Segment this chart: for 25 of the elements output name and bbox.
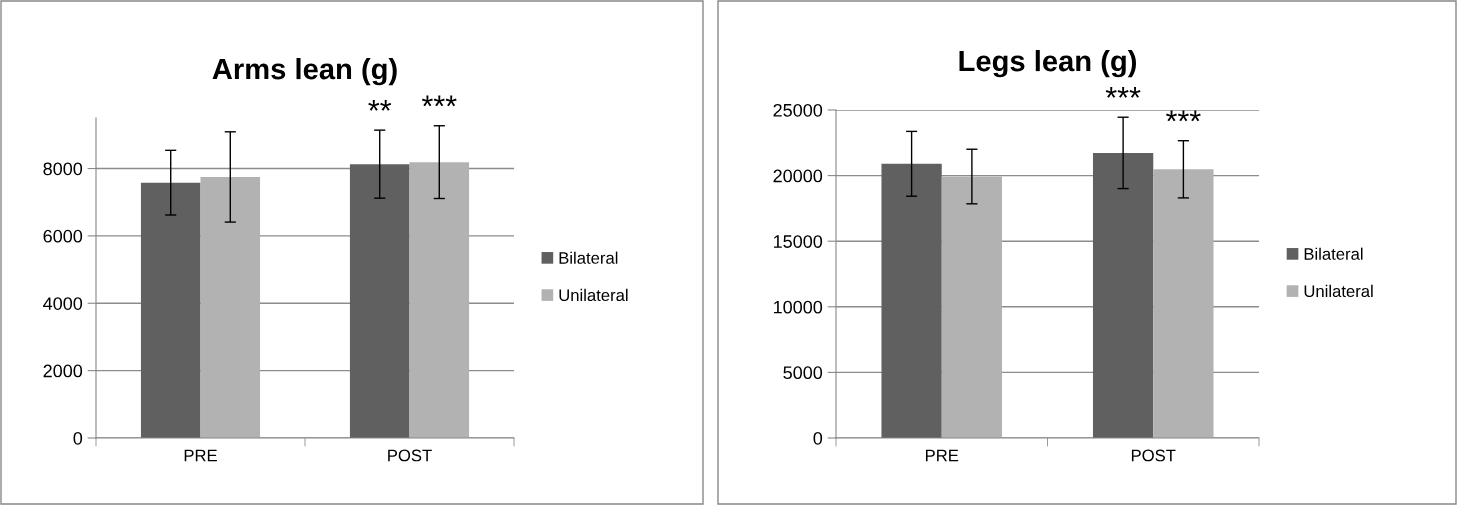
annotation: *** bbox=[1166, 110, 1201, 122]
text: *** bbox=[421, 95, 457, 107]
chart-title: Legs lean (g) bbox=[959, 49, 1136, 78]
y-tick-label: 8000 bbox=[43, 162, 83, 176]
legend-label: Unilateral bbox=[1304, 284, 1373, 298]
y-tick-label: 4000 bbox=[43, 297, 83, 310]
text: ** bbox=[368, 99, 392, 111]
x-tick-label: POST bbox=[1131, 449, 1176, 462]
legend-label: Bilateral bbox=[559, 251, 618, 264]
x-tick-label: PRE bbox=[925, 449, 959, 462]
legend-label: Unilateral bbox=[559, 288, 628, 302]
y-tick-label: 0 bbox=[73, 431, 83, 445]
y-tick-label: 5000 bbox=[783, 366, 823, 380]
legend-label: Bilateral bbox=[1304, 247, 1363, 260]
y-tick-label: 25000 bbox=[773, 103, 823, 117]
y-tick-label: 20000 bbox=[773, 169, 823, 183]
y-tick-label: 10000 bbox=[773, 300, 823, 314]
chart-title: Arms lean (g) bbox=[212, 57, 397, 86]
x-tick-label: PRE bbox=[184, 449, 217, 462]
text: *** bbox=[1105, 87, 1141, 98]
y-tick-label: 6000 bbox=[43, 229, 83, 243]
y-tick-label: 2000 bbox=[43, 364, 83, 378]
y-tick-label: 0 bbox=[813, 431, 823, 445]
x-tick-label: POST bbox=[388, 449, 432, 462]
y-tick-label: 15000 bbox=[773, 235, 823, 248]
